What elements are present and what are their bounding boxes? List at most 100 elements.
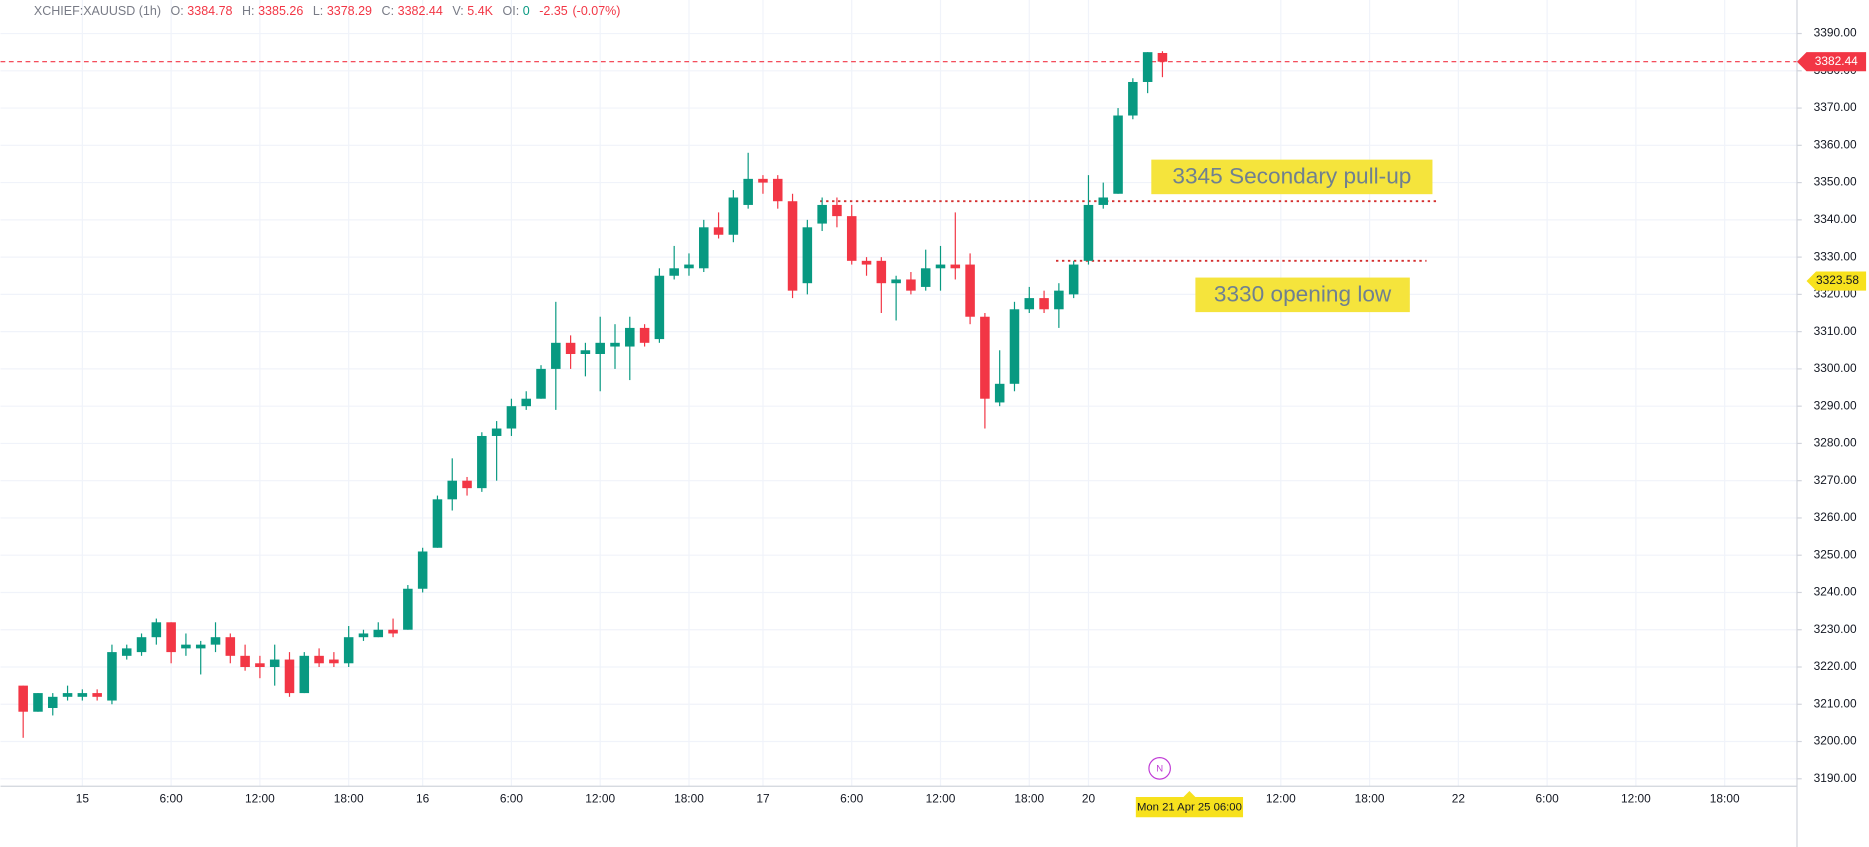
candle-body [269, 659, 280, 668]
candle-body [1009, 309, 1020, 384]
x-tick-label: 18:00 [1014, 791, 1044, 805]
candle-body [994, 383, 1005, 403]
candle-body [1128, 81, 1138, 116]
candle-body [906, 279, 916, 291]
candle-body [343, 637, 354, 664]
candle-body [743, 178, 753, 205]
candle-body [1098, 197, 1109, 205]
candle-body [980, 316, 990, 399]
candle-body [314, 655, 324, 664]
candle-body [1039, 298, 1049, 310]
candle-body [861, 260, 872, 265]
candle-body [33, 693, 43, 712]
last-price-label: 3382.44 [1815, 54, 1858, 68]
candle-body [151, 622, 162, 638]
x-tick-label: 6:00 [500, 791, 524, 805]
overlay: N 3345 Secondary pull-up 3330 opening low [0, 61, 1797, 780]
candle-body [876, 260, 887, 284]
candle-body [447, 480, 458, 500]
field-value: 3384.78 [187, 4, 232, 18]
annotation-box [1151, 159, 1433, 195]
candles [18, 51, 1168, 738]
x-tick-label: 12:00 [1266, 791, 1296, 805]
candle-body [639, 327, 650, 343]
x-tick-label: 20 [1082, 791, 1096, 805]
candle-body [284, 659, 295, 694]
change: -2.35 [539, 4, 568, 18]
candle-body [802, 227, 813, 284]
x-tick-label: 18:00 [1355, 791, 1385, 805]
y-tick-label: 3330.00 [1814, 249, 1857, 263]
candle-body [403, 588, 413, 630]
y-tick-label: 3200.00 [1814, 734, 1857, 748]
candle-body [166, 622, 176, 653]
candle-body [417, 551, 428, 589]
candle-body [1142, 52, 1153, 82]
candle-body [758, 178, 768, 183]
field-value: 3385.26 [258, 4, 303, 18]
candle-body [965, 264, 975, 317]
candle-body [699, 227, 709, 269]
field-label: L: [313, 4, 323, 18]
candle-body [772, 178, 783, 202]
y-tick-label: 3370.00 [1814, 100, 1857, 114]
annotation-text: 3345 Secondary pull-up [1172, 163, 1411, 188]
candle-body [551, 342, 561, 369]
candle-body [920, 268, 931, 287]
tags: 3382.44 3323.58 Mon 21 Apr 25 06:00 [1135, 52, 1867, 818]
y-tick-label: 3290.00 [1814, 398, 1857, 412]
x-tick-label: 15 [76, 791, 90, 805]
candle-body [1068, 264, 1079, 295]
candle-body [181, 644, 191, 649]
y-tick-label: 3360.00 [1814, 137, 1857, 151]
x-tick-label: 17 [756, 791, 770, 805]
candle-body [62, 693, 73, 697]
y-tick-label: 3270.00 [1814, 473, 1857, 487]
candle-body [669, 268, 679, 276]
x-tick-label: 6:00 [1536, 791, 1560, 805]
field-label: H: [242, 4, 255, 18]
candle-body [432, 499, 443, 548]
y-tick-label: 3210.00 [1814, 696, 1857, 710]
y-tick-label: 3260.00 [1814, 510, 1857, 524]
candle-body [240, 655, 250, 668]
candle-body [625, 327, 635, 347]
candle-body [1113, 115, 1123, 194]
x-tick-label: 18:00 [334, 791, 364, 805]
field-label: OI: [503, 4, 520, 18]
candle-body [477, 435, 487, 489]
candle-body [195, 644, 206, 649]
candle-body [358, 633, 369, 638]
y-tick-label: 3190.00 [1814, 771, 1857, 785]
y-tick-label: 3220.00 [1814, 659, 1857, 673]
candle-body [18, 685, 28, 712]
candle-body [491, 428, 502, 436]
candle-body [832, 204, 842, 217]
field-value: 5.4K [467, 4, 493, 18]
candle-body [536, 368, 546, 399]
y-tick-label: 3340.00 [1814, 212, 1857, 226]
candle-body [77, 693, 88, 697]
x-tick-label: 22 [1452, 791, 1466, 805]
candle-body [225, 637, 236, 656]
field-value: 0 [523, 4, 530, 18]
candle-body [728, 197, 739, 235]
candle-body [210, 637, 221, 645]
x-tick-label: 12:00 [585, 791, 615, 805]
candle-body [388, 629, 398, 634]
x-tick-label: 12:00 [1621, 791, 1651, 805]
candle-body [329, 659, 339, 664]
candle-body [1054, 290, 1064, 310]
candle-body [580, 350, 591, 354]
candle-body [891, 279, 901, 284]
candle-body [1024, 298, 1035, 310]
y-tick-label: 3390.00 [1814, 26, 1857, 40]
field-value: 3382.44 [398, 4, 443, 18]
candle-body [47, 696, 58, 708]
x-tick-label: 12:00 [245, 791, 275, 805]
change-pct: (-0.07%) [573, 4, 621, 18]
crosshair-time-tag [1135, 791, 1244, 818]
candle-body [595, 342, 605, 354]
